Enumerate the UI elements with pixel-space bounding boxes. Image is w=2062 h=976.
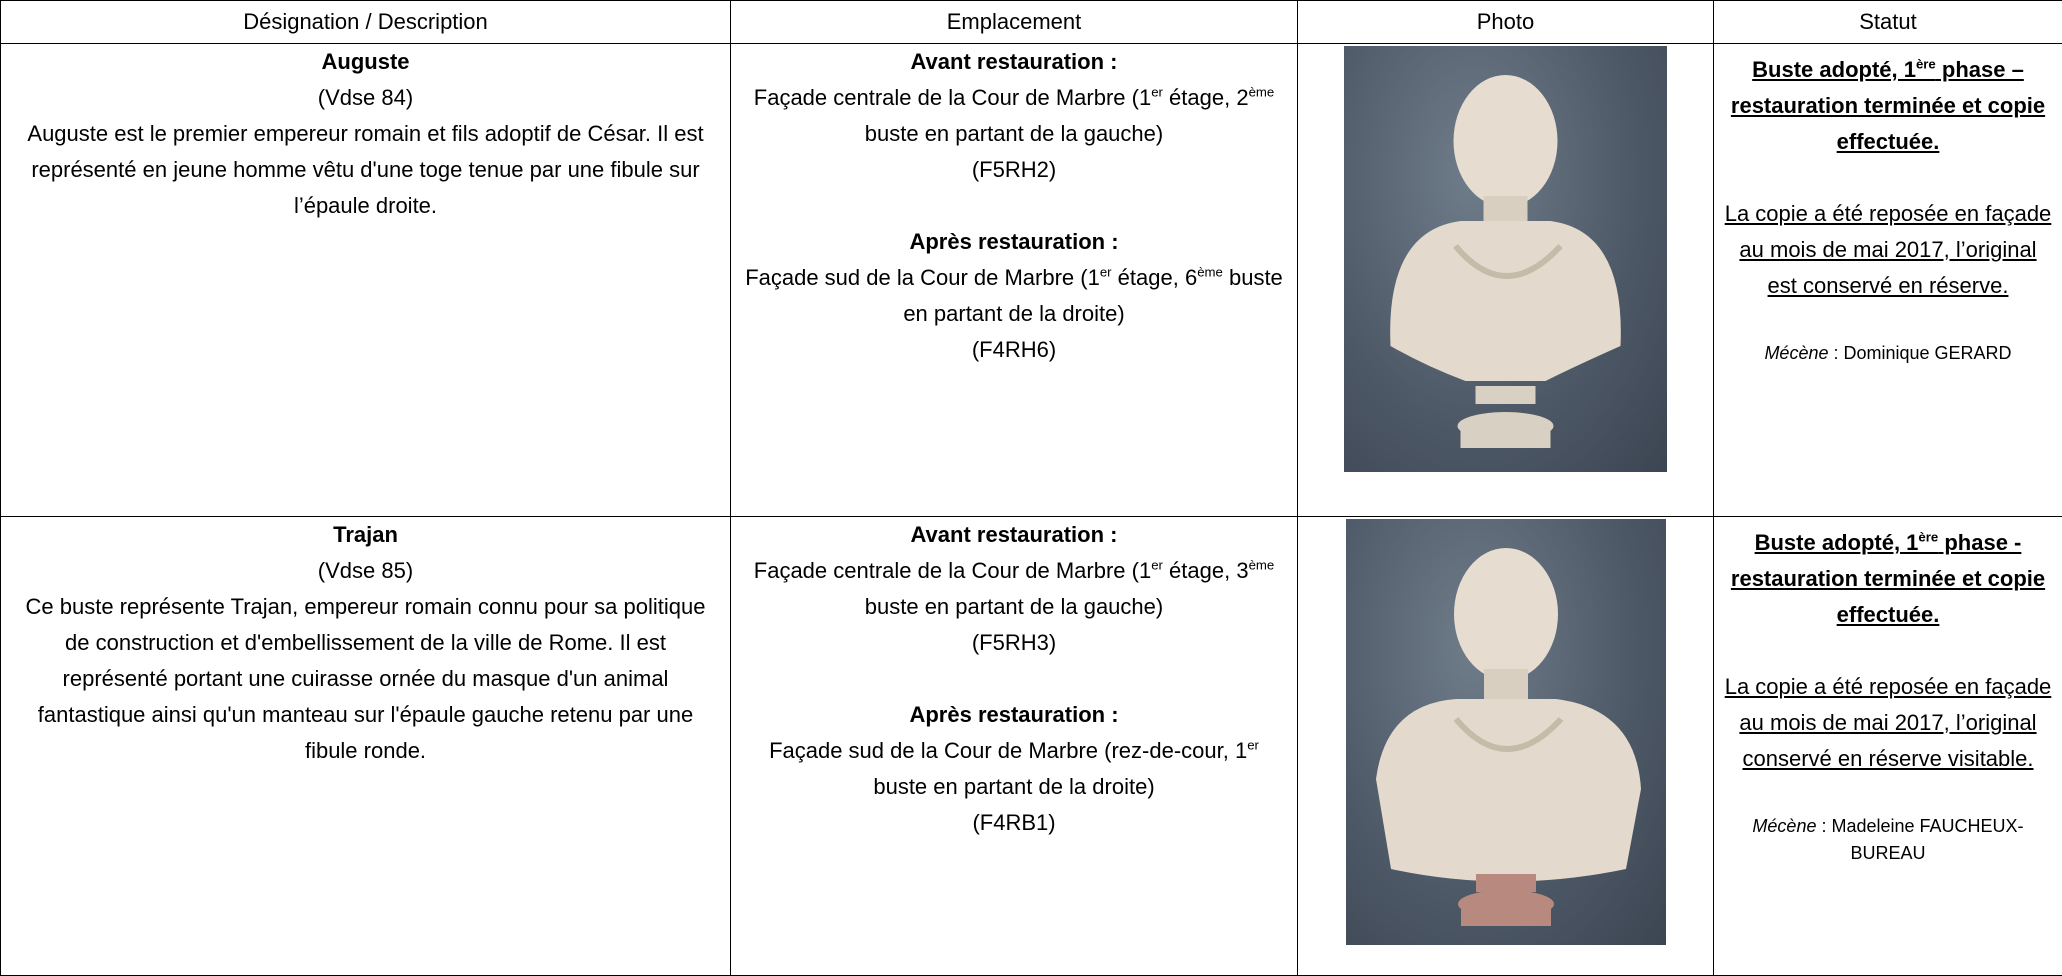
status-cell: Buste adopté, 1ère phase – restauration … (1714, 44, 2062, 517)
inventory-code: (Vdse 85) (11, 553, 720, 589)
text-part: Buste adopté, 1 (1752, 57, 1916, 82)
text-part: étage, 6 (1112, 265, 1198, 290)
patron-label: Mécène (1752, 816, 1816, 836)
patron: Mécène : Dominique GERARD (1724, 340, 2052, 367)
header-cell: Photo (1298, 1, 1714, 44)
spacer (741, 661, 1287, 697)
table-row: Auguste(Vdse 84)Auguste est le premier e… (1, 44, 2062, 517)
text-part: étage, 3 (1163, 558, 1249, 583)
text-part: buste en partant de la gauche) (865, 121, 1163, 146)
after-location: Façade sud de la Cour de Marbre (1er éta… (741, 260, 1287, 332)
patron-name: : Madeleine FAUCHEUX-BUREAU (1821, 816, 2023, 863)
superscript: er (1100, 265, 1112, 280)
bust-photo (1344, 46, 1667, 472)
superscript: er (1151, 558, 1163, 573)
designation-cell: Trajan(Vdse 85)Ce buste représente Traja… (1, 517, 731, 976)
header-cell: Statut (1714, 1, 2062, 44)
text-part: buste en partant de la gauche) (865, 594, 1163, 619)
spacer (1724, 777, 2052, 813)
text-part: buste en partant de la droite) (873, 774, 1154, 799)
spacer (1724, 160, 2052, 196)
patron-label: Mécène (1764, 343, 1828, 363)
header-cell: Désignation / Description (1, 1, 731, 44)
bust-name: Auguste (11, 44, 720, 80)
before-label: Avant restauration : (741, 44, 1287, 80)
bust-name: Trajan (11, 517, 720, 553)
header-row: Désignation / Description Emplacement Ph… (1, 1, 2062, 44)
before-location: Façade centrale de la Cour de Marbre (1e… (741, 553, 1287, 625)
text-part: Façade centrale de la Cour de Marbre (1 (754, 558, 1151, 583)
before-code: (F5RH2) (741, 152, 1287, 188)
bust-photo (1346, 519, 1666, 945)
before-label: Avant restauration : (741, 517, 1287, 553)
after-code: (F4RH6) (741, 332, 1287, 368)
table-body: Auguste(Vdse 84)Auguste est le premier e… (1, 44, 2062, 976)
photo-cell (1298, 44, 1714, 517)
header-cell: Emplacement (731, 1, 1298, 44)
patron-name: : Dominique GERARD (1834, 343, 2012, 363)
description: Auguste est le premier empereur romain e… (11, 116, 720, 224)
superscript: ère (1916, 57, 1936, 72)
before-code: (F5RH3) (741, 625, 1287, 661)
location-cell: Avant restauration :Façade centrale de l… (731, 44, 1298, 517)
superscript: er (1247, 738, 1259, 753)
superscript: ème (1249, 558, 1275, 573)
text-part: Façade centrale de la Cour de Marbre (1 (754, 85, 1151, 110)
inventory-code: (Vdse 84) (11, 80, 720, 116)
text-part: Façade sud de la Cour de Marbre (rez-de-… (769, 738, 1247, 763)
table-row: Trajan(Vdse 85)Ce buste représente Traja… (1, 517, 2062, 976)
superscript: er (1151, 85, 1163, 100)
superscript: ère (1918, 530, 1938, 545)
bust-illustration (1346, 519, 1666, 945)
text-part: étage, 2 (1163, 85, 1249, 110)
after-label: Après restauration : (741, 697, 1287, 733)
after-code: (F4RB1) (741, 805, 1287, 841)
designation-cell: Auguste(Vdse 84)Auguste est le premier e… (1, 44, 731, 517)
status-body: La copie a été reposée en façade au mois… (1724, 196, 2052, 304)
status-title: Buste adopté, 1ère phase - restauration … (1724, 525, 2052, 633)
photo-cell (1298, 517, 1714, 976)
text-part: Buste adopté, 1 (1755, 530, 1919, 555)
before-location: Façade centrale de la Cour de Marbre (1e… (741, 80, 1287, 152)
spacer (741, 188, 1287, 224)
after-label: Après restauration : (741, 224, 1287, 260)
description: Ce buste représente Trajan, empereur rom… (11, 589, 720, 769)
location-cell: Avant restauration :Façade centrale de l… (731, 517, 1298, 976)
status-cell: Buste adopté, 1ère phase - restauration … (1714, 517, 2062, 976)
spacer (1724, 633, 2052, 669)
superscript: ème (1197, 265, 1223, 280)
superscript: ème (1249, 85, 1275, 100)
patron: Mécène : Madeleine FAUCHEUX-BUREAU (1724, 813, 2052, 867)
status-title: Buste adopté, 1ère phase – restauration … (1724, 52, 2052, 160)
spacer (1724, 304, 2052, 340)
after-location: Façade sud de la Cour de Marbre (rez-de-… (741, 733, 1287, 805)
bust-illustration (1344, 46, 1667, 472)
text-part: Façade sud de la Cour de Marbre (1 (745, 265, 1100, 290)
status-body: La copie a été reposée en façade au mois… (1724, 669, 2052, 777)
